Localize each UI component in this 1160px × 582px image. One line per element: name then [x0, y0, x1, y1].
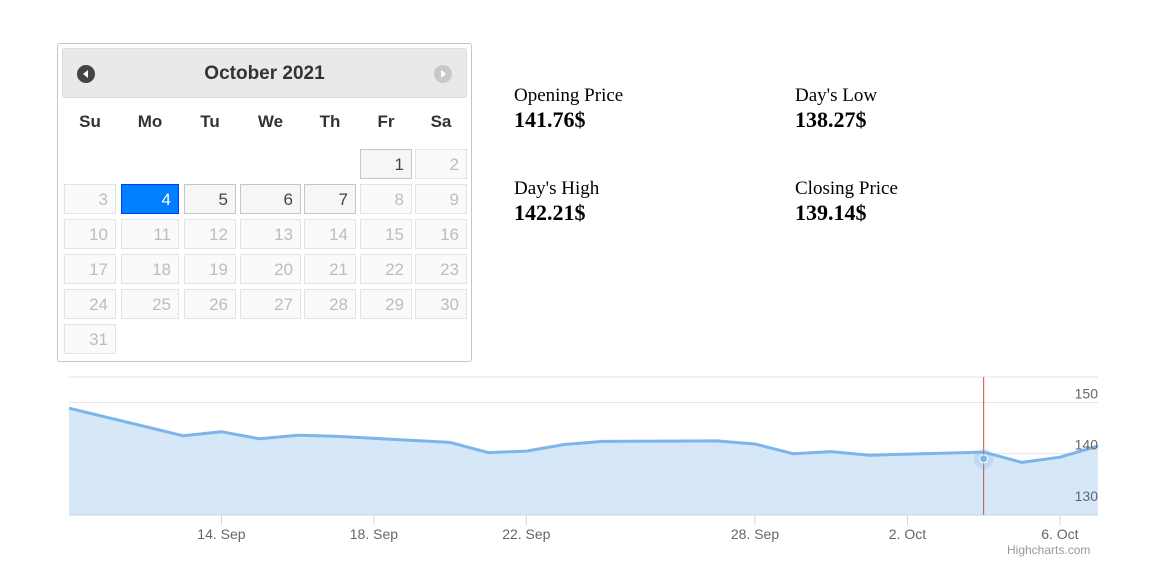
- x-tick-label-3: 28. Sep: [731, 526, 779, 542]
- weekday-th: Th: [319, 112, 341, 131]
- weekday-sa: Sa: [430, 112, 452, 131]
- weekday-tu: Tu: [200, 112, 220, 131]
- calendar-day-29[interactable]: 29: [360, 289, 412, 319]
- calendar-day-20[interactable]: 20: [240, 254, 301, 284]
- calendar-day-18[interactable]: 18: [121, 254, 179, 284]
- y-tick-label-150: 150: [1075, 386, 1099, 402]
- opening-price-label: Opening Price: [514, 85, 624, 106]
- calendar-day-27[interactable]: 27: [240, 289, 301, 319]
- closing-price: Closing Price 139.14$: [795, 178, 898, 226]
- days-high: Day's High 142.21$: [514, 178, 599, 226]
- days-low-value: 138.27$: [795, 107, 867, 132]
- calendar-day-6[interactable]: 6: [240, 184, 301, 214]
- chart-credits[interactable]: Highcharts.com: [1007, 543, 1091, 557]
- calendar-day-9[interactable]: 9: [415, 184, 467, 214]
- datepicker: October 2021 Su Mo Tu We Th Fr Sa 1 2 3 4 5 6 7 8 9 10 1…: [57, 43, 472, 362]
- month-title: October 2021: [204, 63, 325, 84]
- calendar-day-22[interactable]: 22: [360, 254, 412, 284]
- calendar-day-1[interactable]: 1: [360, 149, 412, 179]
- calendar-day-17[interactable]: 17: [64, 254, 116, 284]
- calendar-day-7[interactable]: 7: [304, 184, 356, 214]
- calendar-day-4[interactable]: 4: [121, 184, 179, 214]
- datepicker-header: October 2021: [62, 48, 467, 98]
- calendar-day-2[interactable]: 2: [415, 149, 467, 179]
- calendar-day-8[interactable]: 8: [360, 184, 412, 214]
- price-line: [68, 406, 1099, 464]
- calendar-day-31[interactable]: 31: [64, 324, 116, 354]
- x-tick-label-5: 6. Oct: [1041, 526, 1078, 542]
- days-high-label: Day's High: [514, 178, 600, 199]
- price-area: [69, 408, 1098, 515]
- calendar-day-21[interactable]: 21: [304, 254, 356, 284]
- calendar-day-16[interactable]: 16: [415, 219, 467, 249]
- x-tick-label-2: 22. Sep: [502, 526, 550, 542]
- calendar-day-5[interactable]: 5: [184, 184, 236, 214]
- days-high-value: 142.21$: [514, 200, 586, 225]
- opening-price: Opening Price 141.76$: [514, 85, 623, 133]
- opening-price-value: 141.76$: [514, 107, 586, 132]
- calendar-day-19[interactable]: 19: [184, 254, 236, 284]
- x-tick-label-4: 2. Oct: [889, 526, 926, 542]
- weekday-fr: Fr: [377, 112, 395, 131]
- calendar-day-28[interactable]: 28: [304, 289, 356, 319]
- calendar-day-12[interactable]: 12: [184, 219, 236, 249]
- calendar-day-23[interactable]: 23: [415, 254, 467, 284]
- calendar-day-30[interactable]: 30: [415, 289, 467, 319]
- prev-month-icon[interactable]: [77, 65, 95, 83]
- calendar-day-25[interactable]: 25: [121, 289, 179, 319]
- calendar-day-15[interactable]: 15: [360, 219, 412, 249]
- calendar-day-10[interactable]: 10: [64, 219, 116, 249]
- x-tick-label-0: 14. Sep: [197, 526, 245, 542]
- days-low: Day's Low 138.27$: [795, 85, 877, 133]
- closing-price-label: Closing Price: [795, 178, 898, 199]
- y-tick-label-130: 130: [1075, 488, 1099, 504]
- calendar-day-3[interactable]: 3: [64, 184, 116, 214]
- y-tick-label-140: 140: [1075, 437, 1099, 453]
- calendar-day-13[interactable]: 13: [240, 219, 301, 249]
- weekday-su: Su: [79, 112, 101, 131]
- closing-price-value: 139.14$: [795, 200, 867, 225]
- x-tick-label-1: 18. Sep: [350, 526, 398, 542]
- weekday-mo: Mo: [137, 112, 163, 131]
- selected-point: [979, 454, 989, 464]
- next-month-icon[interactable]: [434, 65, 452, 83]
- calendar-day-14[interactable]: 14: [304, 219, 356, 249]
- weekday-we: We: [257, 112, 284, 131]
- days-low-label: Day's Low: [795, 85, 878, 106]
- calendar-day-24[interactable]: 24: [64, 289, 116, 319]
- calendar-day-26[interactable]: 26: [184, 289, 236, 319]
- calendar-day-11[interactable]: 11: [121, 219, 179, 249]
